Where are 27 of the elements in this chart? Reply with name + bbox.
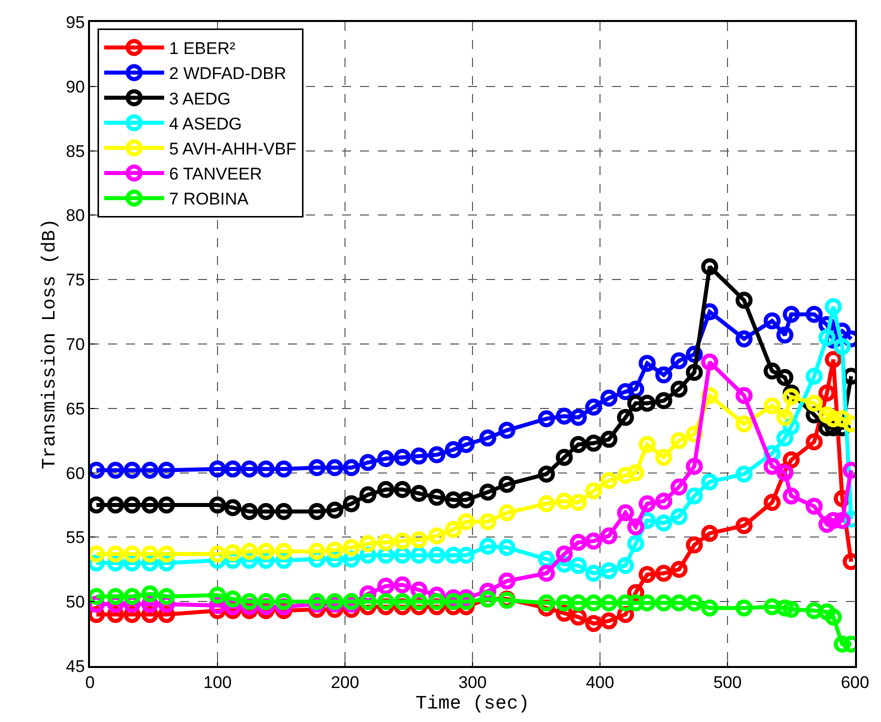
x-tick-label: 600 [840,673,870,692]
x-axis-title: Time (sec) [415,692,530,714]
x-tick-label: 400 [586,673,614,692]
legend-label: 2 WDFAD-DBR [169,64,286,84]
y-tick-label: 45 [66,656,85,676]
legend-label: 1 EBER² [169,39,236,58]
y-tick-label: 85 [66,142,85,161]
y-tick-label: 90 [66,77,85,96]
y-tick-label: 55 [66,528,85,548]
legend-label: 7 ROBINA [169,190,250,209]
x-tick-label: 300 [458,673,487,692]
x-tick-label: 0 [85,673,95,692]
y-tick-label: 95 [66,12,85,32]
x-tick-label: 500 [713,673,742,692]
x-tick-label: 200 [330,673,360,692]
y-tick-label: 60 [66,464,85,483]
legend-label: 4 ASEDG [169,114,242,134]
y-tick-label: 75 [66,270,85,290]
y-tick-label: 80 [66,206,85,226]
y-tick-label: 50 [66,592,85,612]
legend-label: 3 AEDG [169,89,231,108]
y-axis-title: Transmission Loss (dB) [38,218,60,470]
x-tick-label: 100 [203,673,232,692]
y-tick-label: 70 [66,334,85,354]
legend-label: 6 TANVEER [169,164,262,184]
y-tick-label: 65 [66,399,85,418]
legend-label: 5 AVH-AHH-VBF [169,140,296,159]
